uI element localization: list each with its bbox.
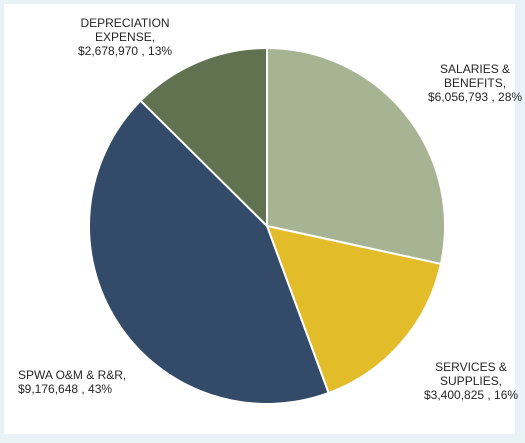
- slice-salaries-benefits: [266, 47, 446, 265]
- slice-label-depreciation-expense: DEPRECIATION EXPENSE, $2,678,970 , 13%: [78, 16, 173, 58]
- slice-spwa-om-rr: [88, 99, 330, 405]
- slice-services-supplies: [266, 225, 442, 394]
- pie-chart: [88, 47, 446, 405]
- slice-label-spwa-om-rr: SPWA O&M & R&R, $9,176,648 , 43%: [18, 368, 127, 396]
- slice-label-services-supplies: SERVICES & SUPPLIES, $3,400,825 , 16%: [424, 360, 519, 402]
- chart-frame: SALARIES & BENEFITS, $6,056,793 , 28% SE…: [4, 4, 522, 434]
- slice-depreciation-expense: [139, 47, 268, 227]
- slice-label-salaries-benefits: SALARIES & BENEFITS, $6,056,793 , 28%: [428, 62, 523, 104]
